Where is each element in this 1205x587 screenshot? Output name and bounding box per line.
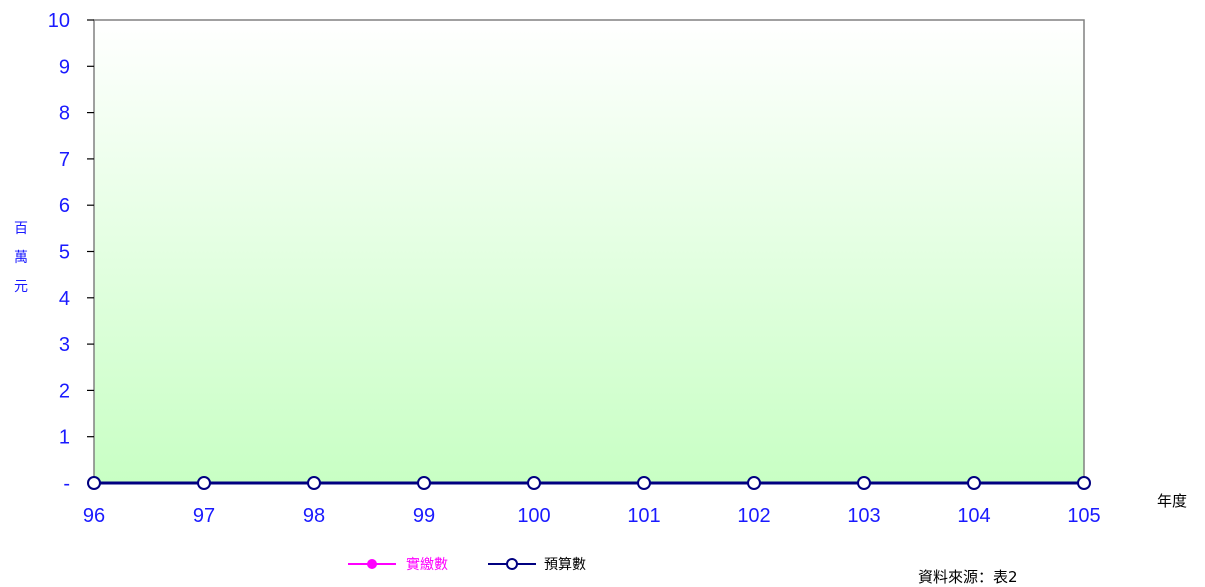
series-2-point — [307, 476, 321, 490]
legend-series-1-label: 實繳數 — [406, 556, 448, 573]
legend: 實繳數 預算數 — [348, 556, 586, 573]
legend-series-2-label: 預算數 — [544, 557, 586, 573]
series-2-point — [87, 476, 101, 490]
legend-series-2-marker — [506, 558, 518, 570]
series-2-point — [747, 476, 761, 490]
plot-area — [93, 19, 1085, 484]
series-2-point — [1077, 476, 1091, 490]
y-tick-label: 1 — [59, 427, 70, 449]
y-tick-label: 10 — [48, 10, 70, 32]
series-2-point — [637, 476, 651, 490]
y-tick-label: 4 — [59, 288, 70, 310]
series-2-point — [197, 476, 211, 490]
x-tick-label: 101 — [627, 505, 660, 527]
y-tick-label: 9 — [59, 56, 70, 78]
y-axis: - 1 2 3 4 5 6 7 8 9 10 — [48, 10, 94, 495]
y-tick-label: 3 — [59, 334, 70, 356]
y-tick-label: - — [63, 473, 70, 495]
y-tick-label: 6 — [59, 195, 70, 217]
x-axis: 96 97 98 99 100 101 102 103 104 105 — [83, 483, 1101, 527]
series-layer — [87, 476, 1091, 490]
x-tick-label: 104 — [957, 505, 990, 527]
y-tick-label: 8 — [59, 103, 70, 125]
x-tick-label: 103 — [847, 505, 880, 527]
x-axis-label: 年度 — [1157, 492, 1187, 510]
series-2-point — [417, 476, 431, 490]
y-axis-label: 百萬元 — [14, 221, 28, 295]
y-tick-label: 2 — [59, 380, 70, 402]
x-tick-label: 97 — [193, 505, 215, 527]
x-tick-label: 96 — [83, 505, 105, 527]
series-2-point — [857, 476, 871, 490]
x-tick-label: 102 — [737, 505, 770, 527]
source-note: 資料來源：表2 — [918, 568, 1018, 586]
x-tick-label: 99 — [413, 505, 435, 527]
y-tick-label: 5 — [59, 242, 70, 264]
x-tick-label: 100 — [517, 505, 550, 527]
legend-series-1-marker — [367, 559, 377, 569]
series-2-point — [527, 476, 541, 490]
x-tick-label: 98 — [303, 505, 325, 527]
series-2-point — [967, 476, 981, 490]
x-tick-label: 105 — [1067, 505, 1100, 527]
y-tick-label: 7 — [59, 149, 70, 171]
